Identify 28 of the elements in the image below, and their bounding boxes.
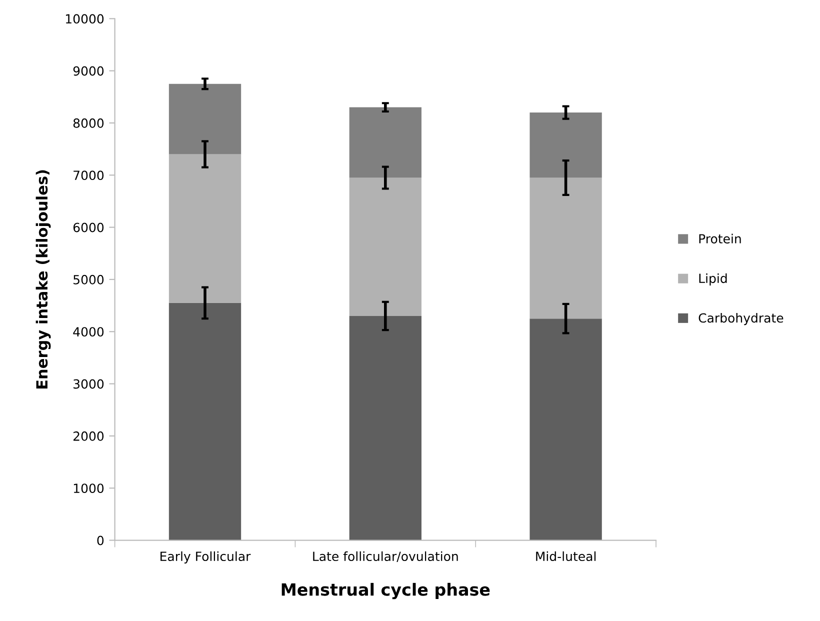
bar [530, 318, 602, 540]
legend-label: Protein [699, 234, 741, 244]
bar [168, 154, 242, 303]
y-axis-title: Energy intake (kilojoules) [36, 170, 51, 389]
y-tick-label: 5000 [74, 274, 104, 284]
y-tick-label: 3000 [74, 379, 104, 389]
bar [530, 112, 602, 178]
bar [349, 316, 422, 540]
y-tick-label: 8000 [73, 118, 104, 128]
y-tick-label: 4000 [73, 327, 104, 337]
bar [168, 84, 242, 154]
x-tick-label: Early Follicular [160, 551, 251, 564]
legend-label: Carbohydrate [698, 313, 784, 326]
bar [530, 178, 602, 319]
bar [168, 302, 242, 540]
legend-label: Lipid [699, 273, 727, 286]
y-tick-label: 9000 [73, 66, 104, 76]
y-tick-label: 7000 [74, 170, 104, 180]
x-tick-label: Mid-luteal [536, 551, 596, 562]
bar [349, 107, 422, 178]
y-tick-label: 10000 [66, 14, 104, 24]
y-tick-label: 2000 [73, 431, 104, 441]
y-tick-label: 1000 [74, 484, 104, 494]
bar [349, 178, 422, 316]
y-tick-label: 6000 [73, 222, 104, 232]
x-axis-title: Menstrual cycle phase [282, 582, 490, 600]
y-tick-label: 0 [97, 536, 104, 546]
x-tick-label: Late follicular/ovulation [313, 551, 458, 562]
